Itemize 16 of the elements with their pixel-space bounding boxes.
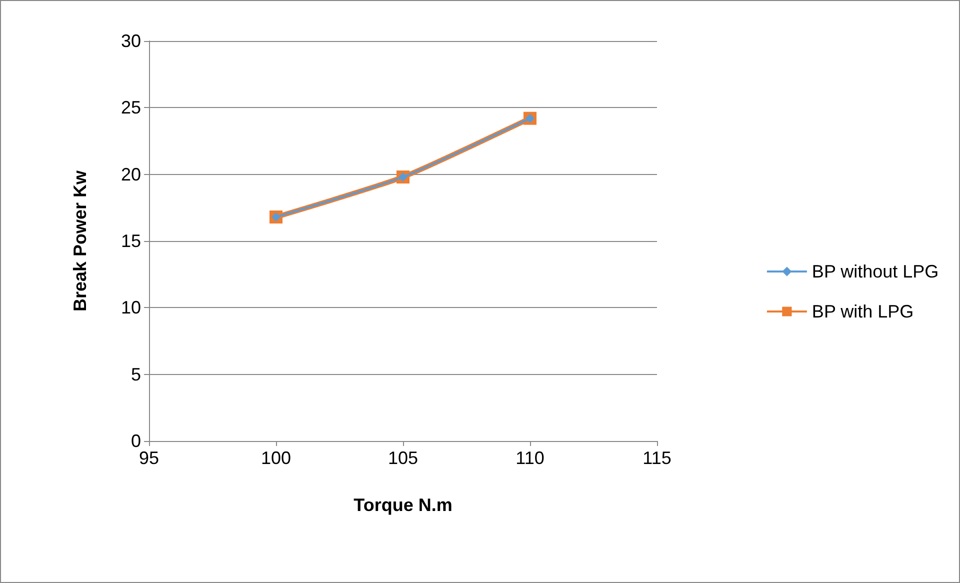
x-axis-title: Torque N.m xyxy=(354,495,452,515)
x-tick-label: 100 xyxy=(260,448,292,468)
legend-label: BP with LPG xyxy=(812,302,914,322)
y-tick-label: 10 xyxy=(120,298,141,318)
x-tick-label: 115 xyxy=(642,448,672,468)
y-tick-label: 25 xyxy=(120,98,141,118)
y-tick-label: 30 xyxy=(120,31,141,51)
x-tick-label: 95 xyxy=(138,448,160,468)
y-tick-label: 5 xyxy=(130,364,141,384)
y-axis-title: Break Power Kw xyxy=(70,169,90,312)
x-tick-label: 110 xyxy=(516,448,544,468)
legend-label: BP without LPG xyxy=(812,262,939,282)
x-tick-label: 105 xyxy=(388,448,418,468)
y-tick-label: 15 xyxy=(120,231,141,251)
y-tick-label: 0 xyxy=(130,431,141,451)
y-tick-label: 20 xyxy=(120,164,141,184)
